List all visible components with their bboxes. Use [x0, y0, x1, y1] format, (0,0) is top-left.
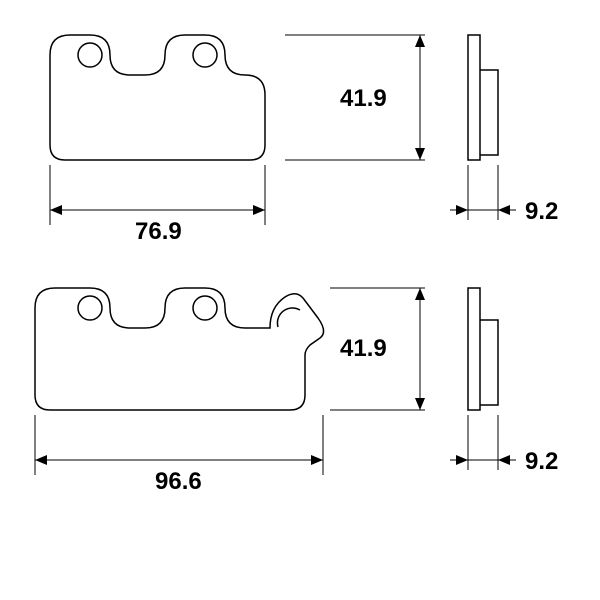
top-pad-front: [50, 35, 265, 160]
top-pad-thickness-dim: [450, 165, 516, 220]
bottom-pad-thickness-dim: [450, 415, 516, 470]
bottom-pad-front: [35, 288, 324, 410]
bottom-width-label: 96.6: [155, 468, 202, 496]
top-width-label: 76.9: [135, 218, 182, 246]
top-height-label: 41.9: [340, 85, 387, 113]
brake-pad-diagram: 41.9 76.9 9.2 41.9 96.6 9.2: [0, 0, 600, 600]
bottom-pad-side: [468, 288, 498, 410]
top-pad-side: [468, 35, 498, 160]
bottom-thickness-label: 9.2: [525, 448, 558, 476]
top-pad-width-dim: [50, 165, 265, 225]
diagram-svg: [0, 0, 600, 600]
bottom-height-label: 41.9: [340, 335, 387, 363]
bottom-pad-width-dim: [35, 415, 323, 475]
top-thickness-label: 9.2: [525, 198, 558, 226]
